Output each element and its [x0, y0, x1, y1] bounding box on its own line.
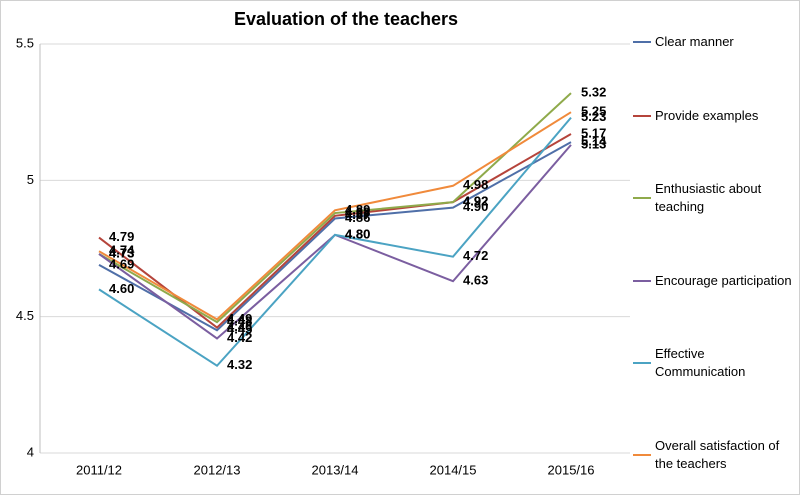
data-label: 4.46 [227, 319, 252, 334]
data-label: 5.14 [581, 134, 607, 149]
data-label: 4.89 [345, 202, 370, 217]
series-line [98, 116, 572, 368]
series-line [98, 92, 572, 324]
x-tick-label: 2011/12 [76, 462, 122, 477]
legend-item: Enthusiastic about teaching [633, 180, 793, 216]
legend-item: Clear manner [633, 33, 793, 51]
y-tick-label: 5 [27, 172, 34, 187]
chart-title: Evaluation of the teachers [234, 9, 458, 29]
data-label: 5.17 [581, 125, 606, 140]
y-tick-label: 5.5 [16, 35, 34, 50]
legend-label: Effective Communication [655, 346, 746, 380]
legend-label: Enthusiastic about teaching [655, 181, 762, 215]
data-label: 4.69 [109, 256, 134, 271]
data-label: 4.74 [109, 243, 135, 258]
data-label: 5.25 [581, 104, 606, 119]
data-label: 5.32 [581, 85, 606, 100]
data-label: 4.73 [109, 245, 134, 260]
data-label: 4.92 [463, 194, 488, 209]
legend-label: Provide examples [655, 107, 759, 123]
data-label: 4.80 [345, 226, 370, 241]
legend-swatch [633, 197, 651, 200]
x-tick-label: 2013/14 [312, 462, 359, 477]
data-label: 4.87 [345, 207, 370, 222]
series-line [98, 133, 572, 329]
x-tick-label: 2014/15 [430, 462, 477, 477]
legend-swatch [633, 453, 651, 456]
data-label: 4.79 [109, 229, 134, 244]
data-label: 4.42 [227, 330, 252, 345]
data-label: 4.49 [227, 311, 252, 326]
data-label: 4.48 [227, 314, 252, 329]
data-label: 4.45 [227, 322, 252, 337]
legend-item: Provide examples [633, 107, 793, 125]
data-label: 4.80 [345, 226, 370, 241]
data-label: 4.92 [463, 194, 488, 209]
series-line [98, 141, 572, 332]
legend-item: Overall satisfaction of the teachers [633, 437, 793, 473]
data-label: 4.72 [463, 248, 488, 263]
data-label: 4.73 [109, 245, 134, 260]
legend-swatch [633, 362, 651, 365]
legend-item: Effective Communication [633, 345, 793, 381]
x-tick-label: 2015/16 [548, 462, 595, 477]
legend-swatch [633, 41, 651, 43]
legend-item: Encourage participation [633, 272, 793, 290]
legend: Clear manner Provide examples Enthusiastic… [633, 33, 793, 473]
series-line [98, 111, 572, 321]
data-label: 4.90 [463, 199, 488, 214]
legend-swatch [633, 114, 651, 117]
data-label: 4.60 [109, 281, 134, 296]
y-tick-label: 4.5 [16, 308, 34, 323]
data-label: 4.32 [227, 357, 252, 372]
data-label: 4.63 [463, 273, 488, 288]
data-label: 4.88 [345, 204, 370, 219]
data-label: 5.23 [581, 109, 606, 124]
y-tick-label: 4 [27, 444, 34, 459]
legend-swatch [633, 279, 651, 282]
x-tick-label: 2012/13 [194, 462, 241, 477]
legend-label: Clear manner [655, 34, 734, 49]
data-label: 4.86 [345, 210, 370, 225]
data-label: 5.13 [581, 136, 606, 151]
legend-label: Overall satisfaction of the teachers [655, 437, 780, 471]
data-label: 4.98 [463, 177, 488, 192]
legend-label: Encourage participation [655, 272, 792, 288]
